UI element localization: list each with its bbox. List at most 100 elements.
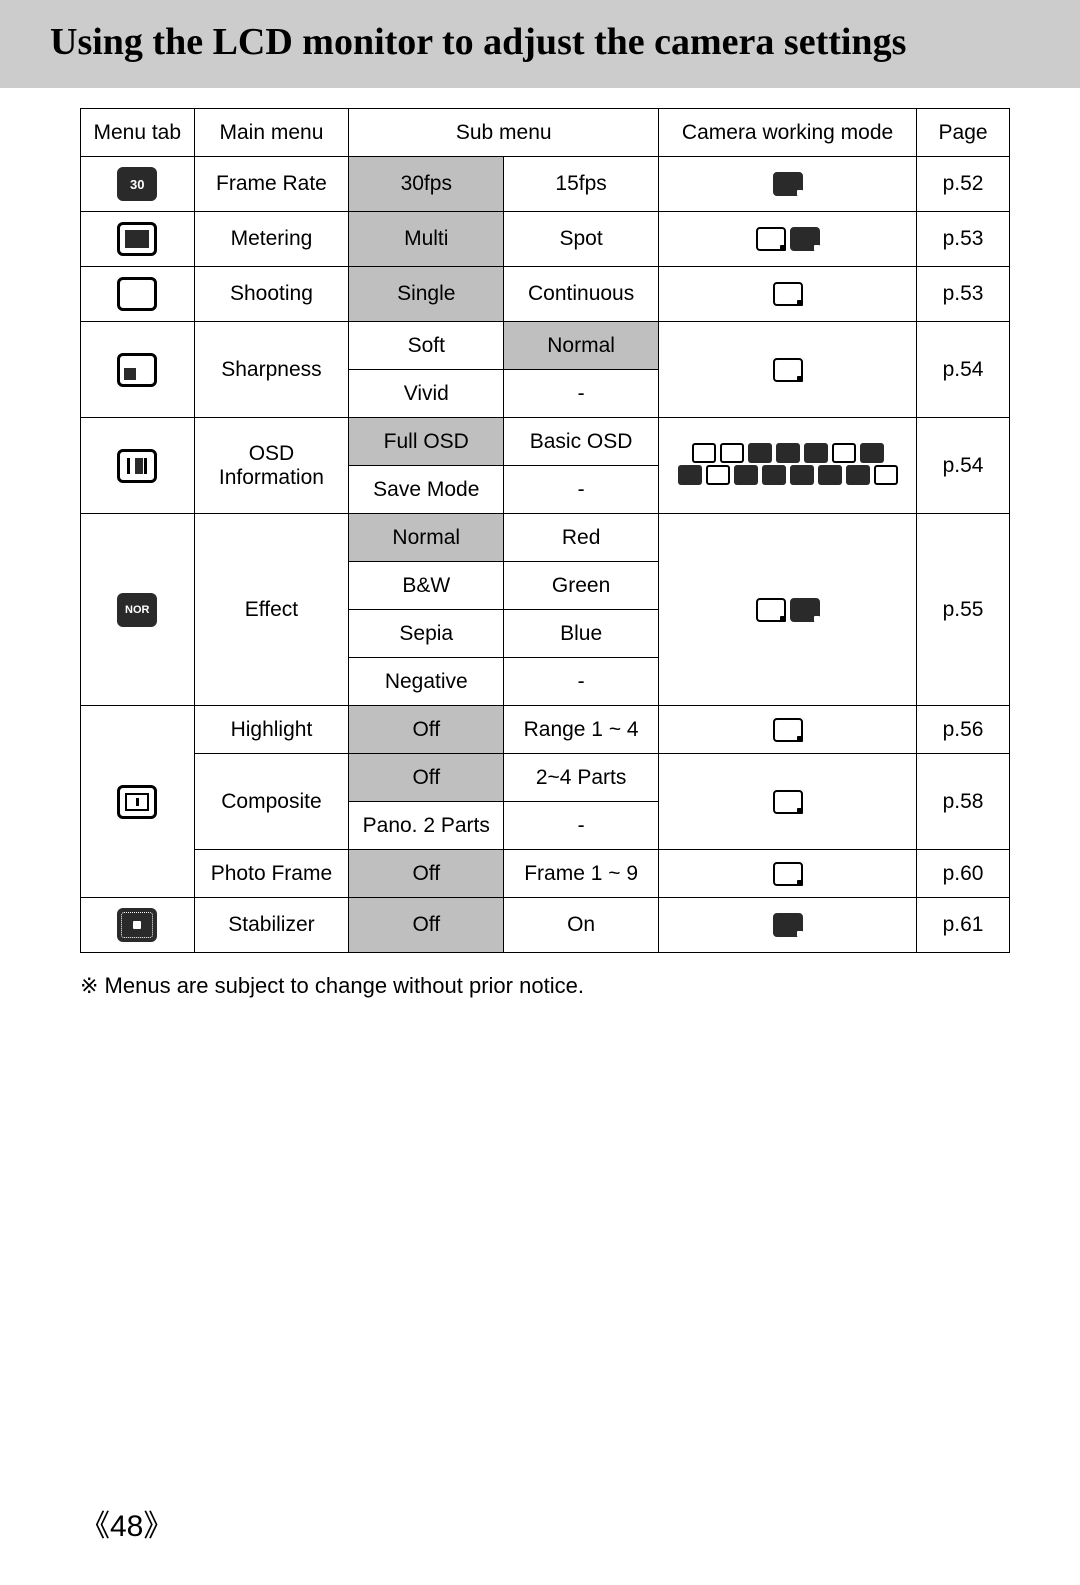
sub-menu-cell: - [504,370,659,418]
page-cell: p.52 [917,157,1010,212]
menu-tab-icon-cell [81,212,195,267]
menu-tab-icon-cell [81,898,195,953]
movie-mode-icon [790,227,820,251]
mode-icon [706,465,730,485]
main-menu-cell: OSD Information [194,418,349,514]
camera-mode-icon [756,598,786,622]
page-cell: p.53 [917,212,1010,267]
menu-tab-icon-cell: 30 [81,157,195,212]
sub-menu-cell: Pano. 2 Parts [349,802,504,850]
metering-icon [117,222,157,256]
shooting-icon [117,277,157,311]
sub-menu-cell: Basic OSD [504,418,659,466]
camera-mode-cell [659,212,917,267]
main-menu-cell: Sharpness [194,322,349,418]
main-menu-cell: Shooting [194,267,349,322]
sub-menu-cell: Off [349,754,504,802]
main-menu-cell: Photo Frame [194,850,349,898]
settings-table-wrap: Menu tab Main menu Sub menu Camera worki… [0,108,1080,953]
main-menu-cell: Frame Rate [194,157,349,212]
mode-icon [790,465,814,485]
table-row: Composite Off 2~4 Parts p.58 [81,754,1010,802]
camera-mode-icon [756,227,786,251]
page-cell: p.56 [917,706,1010,754]
osd-icon [117,449,157,483]
sub-menu-cell: 15fps [504,157,659,212]
table-row: Metering Multi Spot p.53 [81,212,1010,267]
camera-mode-cell [659,754,917,850]
sub-menu-cell: Spot [504,212,659,267]
effect-icon: NOR [117,593,157,627]
sub-menu-cell: Off [349,706,504,754]
menu-tab-icon-cell [81,267,195,322]
table-row: Stabilizer Off On p.61 [81,898,1010,953]
sub-menu-cell: On [504,898,659,953]
sub-menu-cell: Red [504,514,659,562]
page-cell: p.53 [917,267,1010,322]
main-menu-cell: Effect [194,514,349,706]
page-cell: p.55 [917,514,1010,706]
movie-mode-icon [790,598,820,622]
page-title: Using the LCD monitor to adjust the came… [50,20,1080,64]
sub-menu-cell: Range 1 ~ 4 [504,706,659,754]
page-cell: p.61 [917,898,1010,953]
sub-menu-cell: Normal [349,514,504,562]
page-cell: p.58 [917,754,1010,850]
mode-icons-cluster [678,441,898,487]
frame-rate-icon: 30 [117,167,157,201]
main-menu-cell: Highlight [194,706,349,754]
table-row: 30 Frame Rate 30fps 15fps p.52 [81,157,1010,212]
page-number: 《48》 [80,1501,173,1545]
movie-mode-icon [773,913,803,937]
sub-menu-cell: Vivid [349,370,504,418]
header-main-menu: Main menu [194,109,349,157]
header-page: Page [917,109,1010,157]
sub-menu-cell: - [504,658,659,706]
mode-icon [874,465,898,485]
sub-menu-cell: Continuous [504,267,659,322]
main-menu-cell: Metering [194,212,349,267]
stabilizer-icon [117,908,157,942]
sharpness-icon [117,353,157,387]
footnote-text: ※ Menus are subject to change without pr… [0,953,1080,999]
sub-menu-cell: Negative [349,658,504,706]
camera-mode-cell [659,267,917,322]
sub-menu-cell: 2~4 Parts [504,754,659,802]
camera-mode-icon [773,282,803,306]
sub-menu-cell: Soft [349,322,504,370]
table-header-row: Menu tab Main menu Sub menu Camera worki… [81,109,1010,157]
mode-icon [804,443,828,463]
menu-tab-icon-cell [81,706,195,898]
sub-menu-cell: Full OSD [349,418,504,466]
mode-icon [776,443,800,463]
sub-menu-cell: Off [349,898,504,953]
table-row: NOR Effect Normal Red p.55 [81,514,1010,562]
table-row: OSD Information Full OSD Basic OSD [81,418,1010,466]
sub-menu-cell: Single [349,267,504,322]
sub-menu-cell: Multi [349,212,504,267]
mode-icon [734,465,758,485]
mode-icon [832,443,856,463]
header-camera-mode: Camera working mode [659,109,917,157]
table-row: Highlight Off Range 1 ~ 4 p.56 [81,706,1010,754]
table-row: Sharpness Soft Normal p.54 [81,322,1010,370]
page-cell: p.54 [917,322,1010,418]
sub-menu-cell: B&W [349,562,504,610]
sub-menu-cell: Frame 1 ~ 9 [504,850,659,898]
camera-mode-cell [659,322,917,418]
icon-text: NOR [125,604,149,616]
mode-icon [846,465,870,485]
osd-label-2: Information [219,466,324,489]
page-cell: p.60 [917,850,1010,898]
osd-label-1: OSD [249,442,295,465]
settings-table: Menu tab Main menu Sub menu Camera worki… [80,108,1010,953]
frame-icon [117,785,157,819]
mode-icon [748,443,772,463]
sub-menu-cell: Green [504,562,659,610]
sub-menu-cell: Off [349,850,504,898]
camera-mode-cell [659,157,917,212]
mode-icon [692,443,716,463]
header-sub-menu: Sub menu [349,109,659,157]
camera-mode-icon [773,358,803,382]
camera-mode-icon [773,862,803,886]
